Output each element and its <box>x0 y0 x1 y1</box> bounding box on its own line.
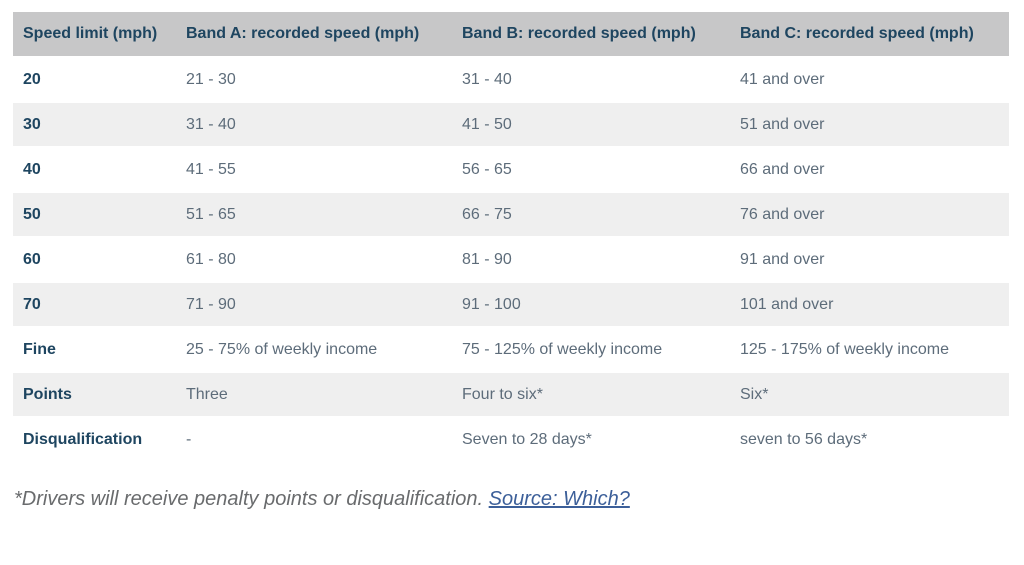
table-row: 20 21 - 30 31 - 40 41 and over <box>13 58 1009 103</box>
table-cell: 91 and over <box>730 238 1009 283</box>
row-header-cell: Disqualification <box>13 418 176 463</box>
table-cell: 75 - 125% of weekly income <box>452 328 730 373</box>
speeding-bands-table: Speed limit (mph) Band A: recorded speed… <box>13 12 1009 463</box>
table-cell: 81 - 90 <box>452 238 730 283</box>
table-cell: Four to six* <box>452 373 730 418</box>
table-row: 30 31 - 40 41 - 50 51 and over <box>13 103 1009 148</box>
table-cell: 41 - 50 <box>452 103 730 148</box>
source-link[interactable]: Source: Which? <box>488 488 630 510</box>
row-header-cell: Points <box>13 373 176 418</box>
table-cell: 51 - 65 <box>176 193 452 238</box>
table-cell: 25 - 75% of weekly income <box>176 328 452 373</box>
table-row: 70 71 - 90 91 - 100 101 and over <box>13 283 1009 328</box>
table-cell: Six* <box>730 373 1009 418</box>
column-header-band-c: Band C: recorded speed (mph) <box>730 12 1009 58</box>
row-header-cell: 40 <box>13 148 176 193</box>
table-row: Points Three Four to six* Six* <box>13 373 1009 418</box>
table-cell: 51 and over <box>730 103 1009 148</box>
table-row: Fine 25 - 75% of weekly income 75 - 125%… <box>13 328 1009 373</box>
page: Speed limit (mph) Band A: recorded speed… <box>13 12 1009 513</box>
table-cell: 41 and over <box>730 58 1009 103</box>
column-header-speed-limit: Speed limit (mph) <box>13 12 176 58</box>
table-header-row: Speed limit (mph) Band A: recorded speed… <box>13 12 1009 58</box>
row-header-cell: 70 <box>13 283 176 328</box>
table-row: 40 41 - 55 56 - 65 66 and over <box>13 148 1009 193</box>
table-row: 50 51 - 65 66 - 75 76 and over <box>13 193 1009 238</box>
footnote-text: *Drivers will receive penalty points or … <box>14 488 484 510</box>
table-cell: 71 - 90 <box>176 283 452 328</box>
table-cell: 91 - 100 <box>452 283 730 328</box>
row-header-cell: 30 <box>13 103 176 148</box>
table-cell: Seven to 28 days* <box>452 418 730 463</box>
table-cell: 101 and over <box>730 283 1009 328</box>
table-cell: 41 - 55 <box>176 148 452 193</box>
table-cell: seven to 56 days* <box>730 418 1009 463</box>
table-row: 60 61 - 80 81 - 90 91 and over <box>13 238 1009 283</box>
row-header-cell: 50 <box>13 193 176 238</box>
table-row: Disqualification - Seven to 28 days* sev… <box>13 418 1009 463</box>
footnote: *Drivers will receive penalty points or … <box>14 485 646 513</box>
table-cell: 21 - 30 <box>176 58 452 103</box>
table-cell: 31 - 40 <box>176 103 452 148</box>
row-header-cell: 60 <box>13 238 176 283</box>
table-cell: 76 and over <box>730 193 1009 238</box>
table-cell: 66 and over <box>730 148 1009 193</box>
table-cell: Three <box>176 373 452 418</box>
table-cell: 66 - 75 <box>452 193 730 238</box>
column-header-band-a: Band A: recorded speed (mph) <box>176 12 452 58</box>
table-cell: 125 - 175% of weekly income <box>730 328 1009 373</box>
table-cell: 61 - 80 <box>176 238 452 283</box>
table-cell: 31 - 40 <box>452 58 730 103</box>
table-cell: 56 - 65 <box>452 148 730 193</box>
column-header-band-b: Band B: recorded speed (mph) <box>452 12 730 58</box>
table-cell: - <box>176 418 452 463</box>
row-header-cell: Fine <box>13 328 176 373</box>
row-header-cell: 20 <box>13 58 176 103</box>
